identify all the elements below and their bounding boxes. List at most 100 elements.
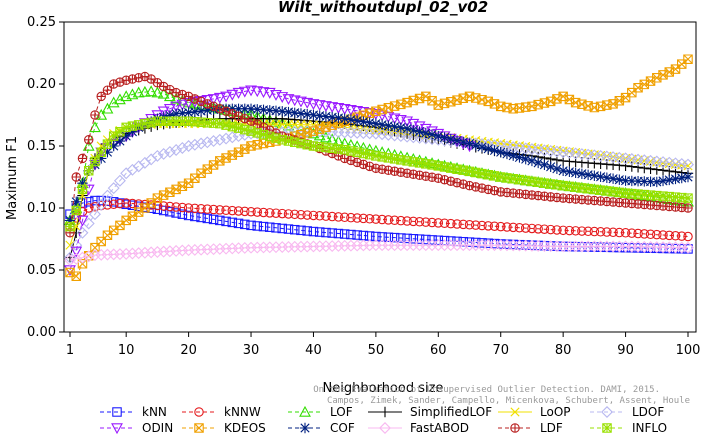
legend-label: SimplifiedLOF <box>410 405 492 419</box>
data-point <box>495 147 506 158</box>
data-point <box>196 203 206 214</box>
data-point <box>96 147 106 157</box>
data-point <box>171 208 181 218</box>
data-point <box>170 92 183 104</box>
data-point <box>171 202 181 212</box>
data-point <box>427 172 437 182</box>
data-point <box>90 195 100 206</box>
data-point <box>251 86 264 98</box>
data-point <box>283 136 294 146</box>
legend-label: LDF <box>540 421 563 434</box>
y-tick-label: 0.20 <box>27 77 56 92</box>
data-point <box>157 87 170 99</box>
x-tick-label: 50 <box>368 343 385 358</box>
data-point <box>132 247 145 260</box>
data-point <box>545 192 556 202</box>
data-point <box>426 129 438 140</box>
data-point <box>396 215 406 226</box>
data-point <box>614 227 625 238</box>
data-point <box>127 74 138 84</box>
data-point <box>176 99 189 111</box>
data-point <box>414 234 425 244</box>
data-point <box>252 221 263 231</box>
data-point <box>177 89 188 100</box>
data-point <box>514 222 525 233</box>
x-tick-label: 40 <box>305 343 322 358</box>
data-point <box>552 192 562 203</box>
data-point <box>183 210 194 221</box>
y-axis-label: Maximum F1 <box>5 136 20 220</box>
data-point <box>452 219 462 229</box>
data-point <box>163 104 176 115</box>
data-point <box>383 232 394 243</box>
data-point <box>683 54 693 64</box>
data-point <box>539 178 550 188</box>
data-point <box>358 116 369 127</box>
data-point <box>645 76 656 86</box>
data-point <box>101 248 114 261</box>
data-point <box>208 204 219 215</box>
data-point <box>389 121 400 132</box>
legend-label: LOF <box>330 405 353 419</box>
data-point <box>220 132 233 145</box>
data-point <box>321 142 331 153</box>
data-point <box>157 147 170 160</box>
data-point <box>233 218 244 229</box>
data-point <box>489 171 500 181</box>
data-point <box>558 91 568 102</box>
data-point <box>96 195 106 206</box>
data-point <box>189 106 201 117</box>
data-point <box>157 245 170 258</box>
data-point <box>558 225 568 236</box>
data-point <box>320 111 332 122</box>
data-point <box>508 173 518 184</box>
data-point <box>240 206 250 217</box>
data-point <box>215 215 225 226</box>
data-point <box>338 104 351 115</box>
data-point <box>107 248 120 261</box>
data-point <box>458 93 469 104</box>
data-point <box>277 135 287 145</box>
data-point <box>308 210 319 221</box>
data-point <box>520 223 531 233</box>
data-point <box>383 215 394 225</box>
data-point <box>246 220 256 231</box>
data-point <box>402 233 412 244</box>
data-point <box>402 156 412 166</box>
data-point <box>527 176 537 187</box>
data-point <box>145 246 158 259</box>
data-point <box>326 102 339 113</box>
data-point <box>470 140 481 151</box>
data-point <box>70 239 83 252</box>
legend-marker <box>379 406 391 418</box>
data-point <box>483 221 493 231</box>
data-point <box>138 246 151 259</box>
legend-item-knn: kNN <box>100 405 167 419</box>
data-point <box>207 94 220 106</box>
data-point <box>402 97 412 108</box>
data-point <box>533 224 543 234</box>
data-point <box>483 170 493 180</box>
data-point <box>564 94 575 105</box>
data-point <box>595 185 606 195</box>
data-point <box>70 246 83 258</box>
data-point <box>357 239 370 252</box>
data-point <box>190 203 200 214</box>
data-point <box>202 204 213 214</box>
data-point <box>652 73 662 83</box>
data-point <box>233 103 244 114</box>
data-point <box>658 230 668 240</box>
legend-marker <box>299 422 311 434</box>
data-point <box>433 218 444 228</box>
data-point <box>176 244 189 257</box>
data-point <box>220 242 233 255</box>
data-point <box>127 211 138 222</box>
data-point <box>358 110 369 120</box>
data-point <box>489 185 500 196</box>
data-point <box>545 179 556 189</box>
data-point <box>589 170 600 181</box>
data-point <box>377 164 387 175</box>
data-point <box>277 208 287 219</box>
data-point <box>165 201 175 212</box>
